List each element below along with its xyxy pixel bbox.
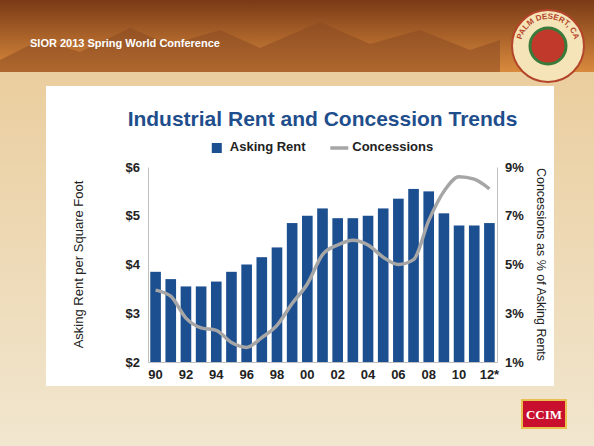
legend-label: Asking Rent: [230, 139, 307, 154]
tick: 5%: [497, 257, 524, 272]
tick-label: 94: [209, 367, 224, 382]
header-title: SIOR 2013 Spring World Conference: [30, 37, 220, 49]
line: [156, 177, 490, 348]
mountains: [0, 22, 500, 72]
y-axis-title: Asking Rent per Square Foot: [71, 180, 86, 348]
bar: [317, 208, 328, 362]
legend-swatch: [212, 143, 222, 153]
tick-label: $2: [126, 355, 140, 370]
bar: [211, 282, 222, 362]
legend-item: Asking Rent: [212, 139, 307, 154]
legend-label: Concessions: [352, 139, 433, 154]
tick-label: 92: [179, 367, 193, 382]
bar: [469, 226, 480, 363]
tick: 04: [361, 362, 376, 382]
tick: 02: [330, 362, 344, 382]
tick: 00: [300, 362, 314, 382]
tick-label: 02: [330, 367, 344, 382]
bar: [363, 216, 374, 362]
tick-label: 3%: [505, 306, 524, 321]
bar: [408, 189, 419, 362]
bar: [256, 257, 267, 362]
tick-label: 96: [239, 367, 253, 382]
plot-area: [150, 177, 494, 362]
tick: 98: [270, 362, 284, 382]
y2-axis: 1% 3% 5% 7% 9%: [497, 160, 524, 370]
tick: 94: [209, 362, 224, 382]
tick-label: 00: [300, 367, 314, 382]
bar: [196, 286, 207, 362]
tick: 1%: [497, 355, 524, 370]
bar: [165, 279, 176, 362]
bar: [272, 247, 283, 362]
y2-axis-title: Concessions as % of Asking Rents: [534, 168, 548, 361]
axis-line: [497, 168, 498, 363]
logo-box: [522, 400, 566, 428]
tick: 10: [452, 362, 466, 382]
bar: [484, 223, 495, 362]
tick: 3%: [497, 306, 524, 321]
tick: 06: [391, 362, 405, 382]
tick: $2: [126, 355, 148, 370]
chart-panel: [46, 86, 554, 386]
tick: $5: [126, 208, 148, 223]
bar: [332, 218, 343, 362]
bar: [181, 286, 192, 362]
tick-label: $5: [126, 208, 140, 223]
tick-label: 5%: [505, 257, 524, 272]
tick-label: 10: [452, 367, 466, 382]
bar: [378, 208, 389, 362]
tick-label: 08: [421, 367, 435, 382]
tick-label: 06: [391, 367, 405, 382]
tick-label: 90: [148, 367, 162, 382]
chart-title: Industrial Rent and Concession Trends: [128, 107, 518, 130]
logo-text: CCIM: [526, 407, 562, 422]
x-axis: 90 92 94 96 98 00 02 04 06 08 10 12*: [148, 362, 500, 382]
bar: [287, 223, 298, 362]
tick: 7%: [497, 208, 524, 223]
tick: $6: [126, 160, 148, 175]
legend: Asking Rent Concessions: [212, 139, 433, 154]
badge-circle: [512, 10, 584, 82]
tick-label: 7%: [505, 208, 524, 223]
tick-label: 1%: [505, 355, 524, 370]
tick: 12*: [480, 362, 500, 382]
axis-line: [149, 362, 498, 363]
tick: 96: [239, 362, 253, 382]
tick-label: 9%: [505, 160, 524, 175]
tick-label: $3: [126, 306, 140, 321]
legend-item: Concessions: [330, 139, 433, 154]
bar: [439, 213, 450, 362]
y-axis: $2 $3 $4 $5 $6: [126, 160, 149, 370]
tick-label: $6: [126, 160, 140, 175]
tick: $4: [126, 257, 148, 272]
tick: 92: [179, 362, 193, 382]
bar: [226, 272, 237, 362]
legend-swatch: [330, 146, 348, 150]
tick-label: 12*: [480, 367, 500, 382]
banner: [0, 0, 594, 72]
tick: 90: [148, 362, 162, 382]
tick-label: 04: [361, 367, 376, 382]
bar: [454, 226, 465, 363]
tick: 9%: [497, 160, 524, 175]
axis-line: [148, 168, 149, 363]
slide: SIOR 2013 Spring World Conference PALM DE…: [0, 0, 594, 446]
tick: $3: [126, 306, 148, 321]
tick-label: $4: [126, 257, 141, 272]
badge-text: PALM DESERT, CA: [515, 12, 581, 41]
bar: [150, 272, 161, 362]
bar: [393, 199, 404, 362]
tick: 08: [421, 362, 435, 382]
tick-label: 98: [270, 367, 284, 382]
badge-inner: [530, 28, 566, 64]
background: [0, 0, 594, 446]
